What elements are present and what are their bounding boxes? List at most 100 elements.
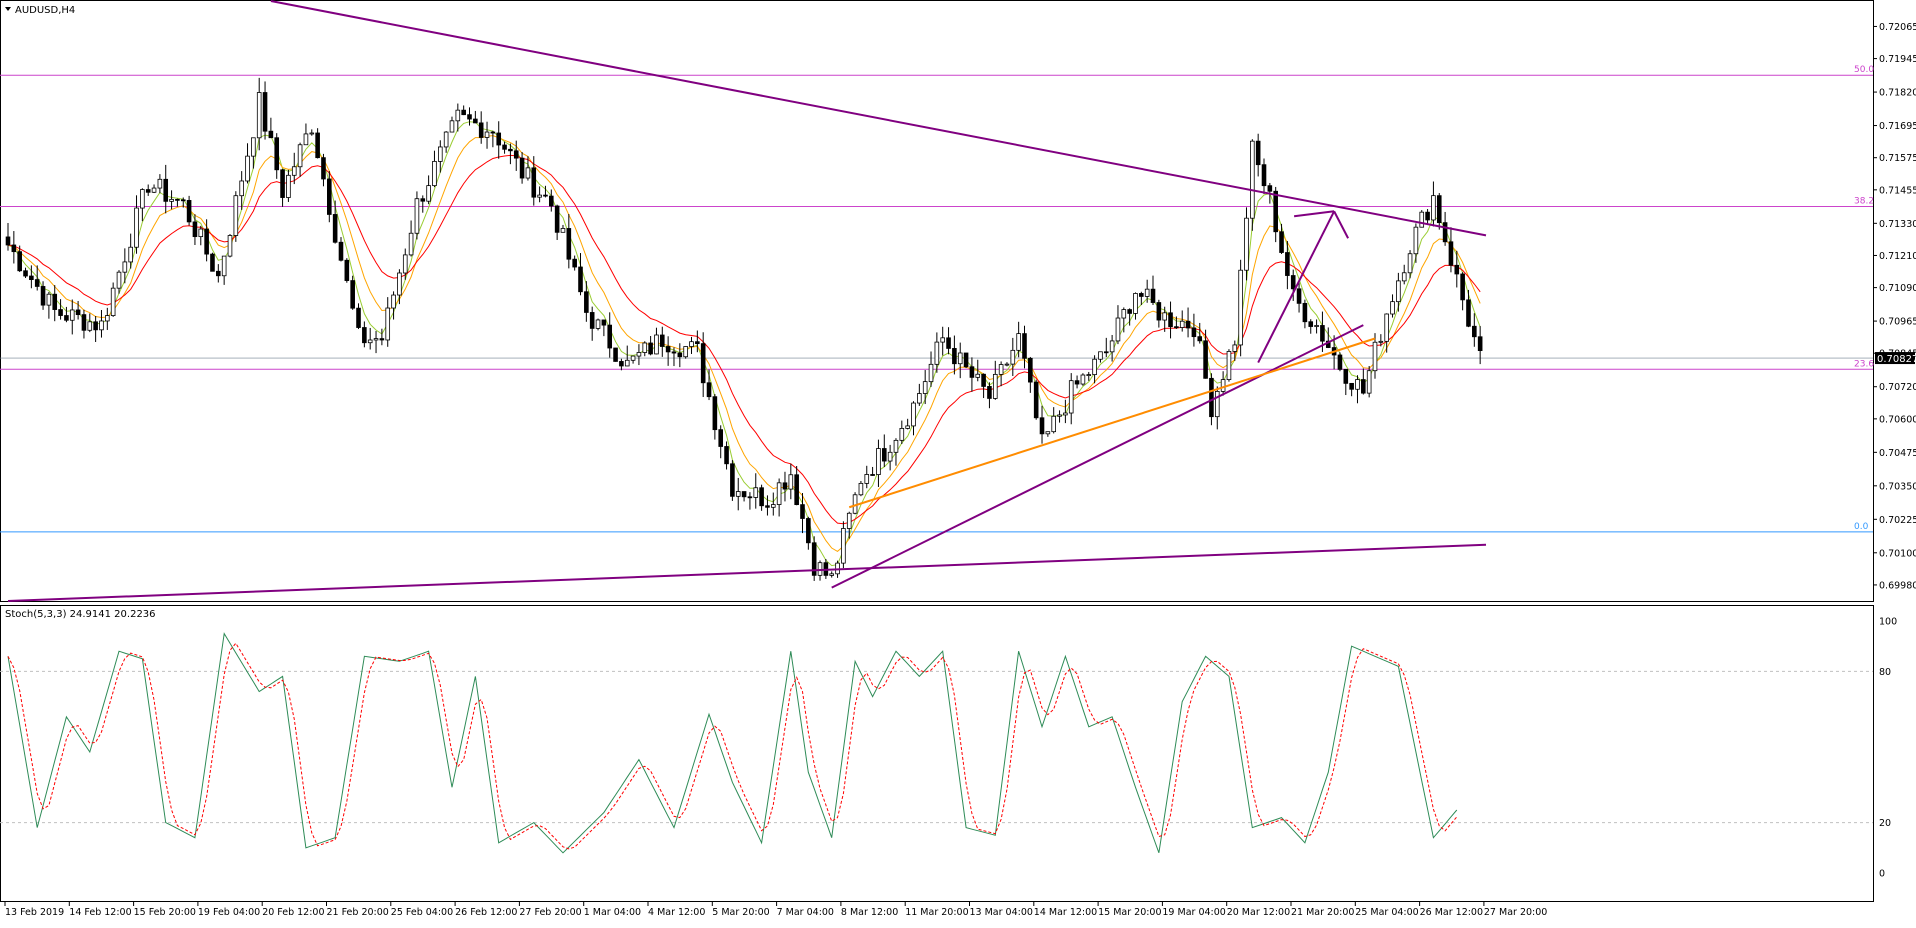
candle-body [1139, 293, 1144, 297]
candle-body [175, 198, 180, 201]
price-panel[interactable] [0, 0, 1874, 602]
stoch-panel[interactable] [0, 605, 1874, 902]
candle-body [1063, 412, 1068, 416]
candle-body [420, 198, 426, 202]
candle [671, 347, 677, 367]
candle [1378, 334, 1384, 347]
candle-body [718, 429, 724, 447]
candle-body [893, 439, 899, 453]
candle [1039, 405, 1045, 444]
candle-body [1109, 340, 1115, 353]
candle [589, 306, 595, 341]
candle [449, 116, 455, 133]
candle-body [110, 287, 116, 317]
candle [186, 195, 192, 226]
candle-body [1454, 264, 1460, 275]
chevron-down-icon[interactable] [5, 7, 11, 11]
time-tick-label: 5 Mar 20:00 [712, 907, 769, 918]
fib-label: 23.6 [1854, 359, 1874, 369]
candle [1460, 272, 1465, 311]
candle-body [619, 361, 624, 367]
candle-body [186, 200, 192, 223]
candle [887, 444, 893, 471]
candle-body [759, 487, 764, 507]
candle-body [145, 189, 151, 193]
candle-body [245, 155, 250, 182]
candle-body [1214, 390, 1220, 418]
candle-body [1302, 302, 1308, 323]
candle-body [1425, 211, 1430, 221]
candle [1285, 241, 1290, 290]
candle [1121, 307, 1127, 333]
candle-body [624, 359, 630, 367]
candle-body [1436, 195, 1442, 224]
stoch-axis: 100 80 20 0 [1879, 617, 1897, 880]
candle [163, 164, 169, 214]
candle [765, 495, 770, 516]
candle [800, 493, 805, 534]
candle-body [1045, 431, 1051, 435]
candle [87, 313, 93, 333]
candle-body [198, 228, 204, 238]
candle [1349, 382, 1354, 397]
candle-body [998, 364, 1004, 375]
candle [1033, 379, 1039, 420]
candle-body [69, 309, 75, 321]
candle-body [695, 341, 700, 345]
candle-body [747, 496, 753, 499]
candle-body [1197, 336, 1203, 342]
candle [689, 336, 694, 354]
candle [251, 137, 256, 169]
candle [99, 310, 104, 338]
candle-body [1361, 379, 1366, 394]
candle-body [455, 109, 461, 122]
price-tick-label: 0.70965 [1879, 317, 1916, 328]
candle [1214, 386, 1220, 430]
candle-body [402, 254, 408, 274]
candle [227, 234, 233, 258]
candle [1308, 319, 1314, 334]
candle-body [788, 474, 794, 490]
price-tick-label: 0.70720 [1879, 382, 1916, 393]
candle-body [560, 228, 566, 233]
price-tick-label: 0.71455 [1879, 185, 1916, 196]
candle [1185, 307, 1191, 338]
orange-trendline[interactable] [848, 337, 1376, 509]
candle-body [1033, 381, 1039, 419]
candle-body [554, 205, 560, 233]
candle-body [1156, 302, 1162, 321]
candle-body [957, 352, 963, 365]
candle-body [513, 150, 519, 159]
candle [601, 319, 607, 337]
candle-body [1092, 358, 1097, 375]
price-tick-label: 0.71210 [1879, 251, 1916, 262]
candle-body [578, 266, 583, 293]
candle [905, 418, 910, 430]
candle-body [870, 474, 875, 476]
candle [724, 441, 729, 470]
candle-body [665, 346, 671, 353]
candle [1314, 319, 1319, 334]
candle [1156, 299, 1162, 328]
candle-body [946, 337, 951, 349]
candle [1296, 282, 1302, 313]
candle [928, 351, 934, 387]
candle-body [1022, 333, 1027, 359]
upper-trendline[interactable] [270, 0, 1487, 237]
candle [508, 143, 513, 165]
support-trendline[interactable] [831, 324, 1364, 589]
candle [946, 327, 951, 355]
projection-arrow[interactable] [1257, 210, 1336, 364]
candle [332, 200, 338, 244]
candle-body [227, 235, 233, 257]
candle [204, 219, 209, 262]
candle [1150, 275, 1156, 305]
candle [712, 394, 718, 440]
bottom-trendline[interactable] [7, 543, 1487, 602]
candle-body [724, 446, 729, 465]
candle [578, 253, 583, 296]
candle-body [356, 307, 361, 328]
candle [1068, 373, 1074, 425]
time-axis: 13 Feb 2019 14 Feb 12:00 15 Feb 20:00 19 Fe… [4, 902, 1547, 918]
